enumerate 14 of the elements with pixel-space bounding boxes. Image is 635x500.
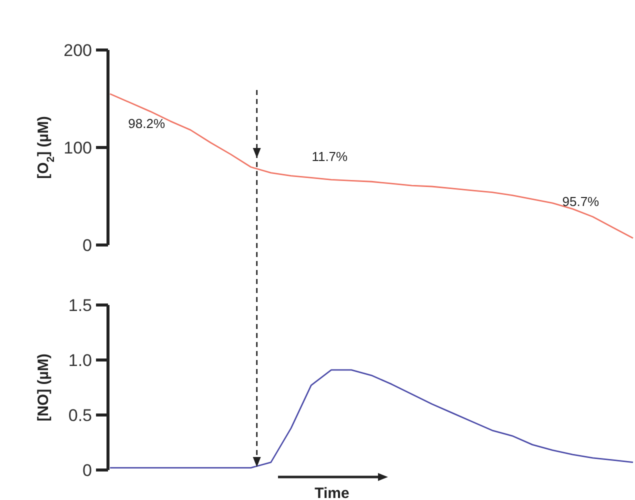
x-axis-title: Time [314, 485, 350, 500]
annotation: 98.2% [128, 116, 166, 131]
y-tick-label: 100 [64, 138, 92, 158]
line-series [109, 369, 634, 468]
annotation: 95.7% [562, 194, 600, 209]
y-tick-label: 0.5 [68, 406, 92, 425]
annotation: 11.7% [312, 149, 348, 164]
y-axis-title: [NO] (µM) [35, 354, 52, 422]
y-tick-label: 1.0 [68, 350, 92, 370]
y-tick-label: 0 [82, 460, 92, 480]
line-series [109, 93, 634, 239]
y-tick-label: 200 [64, 40, 92, 60]
y-tick-label: 1.5 [68, 296, 92, 315]
y-tick-label: 0 [82, 236, 92, 255]
